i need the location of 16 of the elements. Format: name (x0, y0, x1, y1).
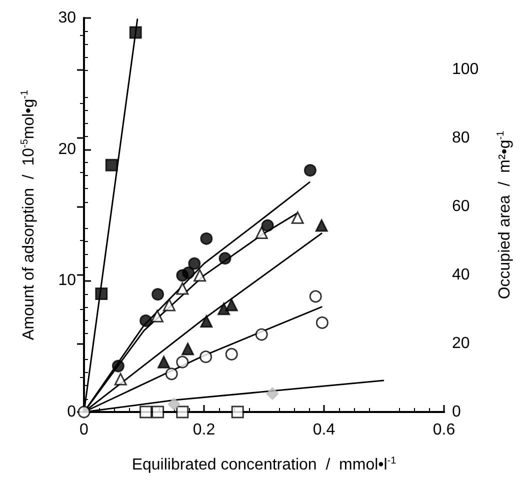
y2-tick-label: 20 (452, 334, 470, 352)
y2-tick-label: 60 (452, 198, 470, 215)
y-axis-title: Amount of adsorption / 10-5mol•g-1 (20, 89, 38, 340)
x-tick-label: 0.6 (432, 422, 456, 438)
y-tick-label: 0 (67, 404, 76, 420)
x-tick-label: 0.2 (192, 422, 216, 438)
y2-tick-label: 100 (452, 60, 479, 78)
y2-tick-label: 40 (452, 266, 470, 284)
y2-tick-label: 80 (452, 129, 470, 146)
y-tick-label: 10 (58, 272, 76, 290)
y2-tick-label: 0 (452, 404, 461, 420)
y2-axis-title: Occupied area / m²•g-1 (496, 130, 514, 300)
y-tick-label: 30 (58, 10, 76, 26)
y-tick-label: 20 (58, 140, 76, 158)
x-tick-label: 0 (80, 422, 89, 438)
x-tick-label: 0.4 (312, 422, 336, 438)
